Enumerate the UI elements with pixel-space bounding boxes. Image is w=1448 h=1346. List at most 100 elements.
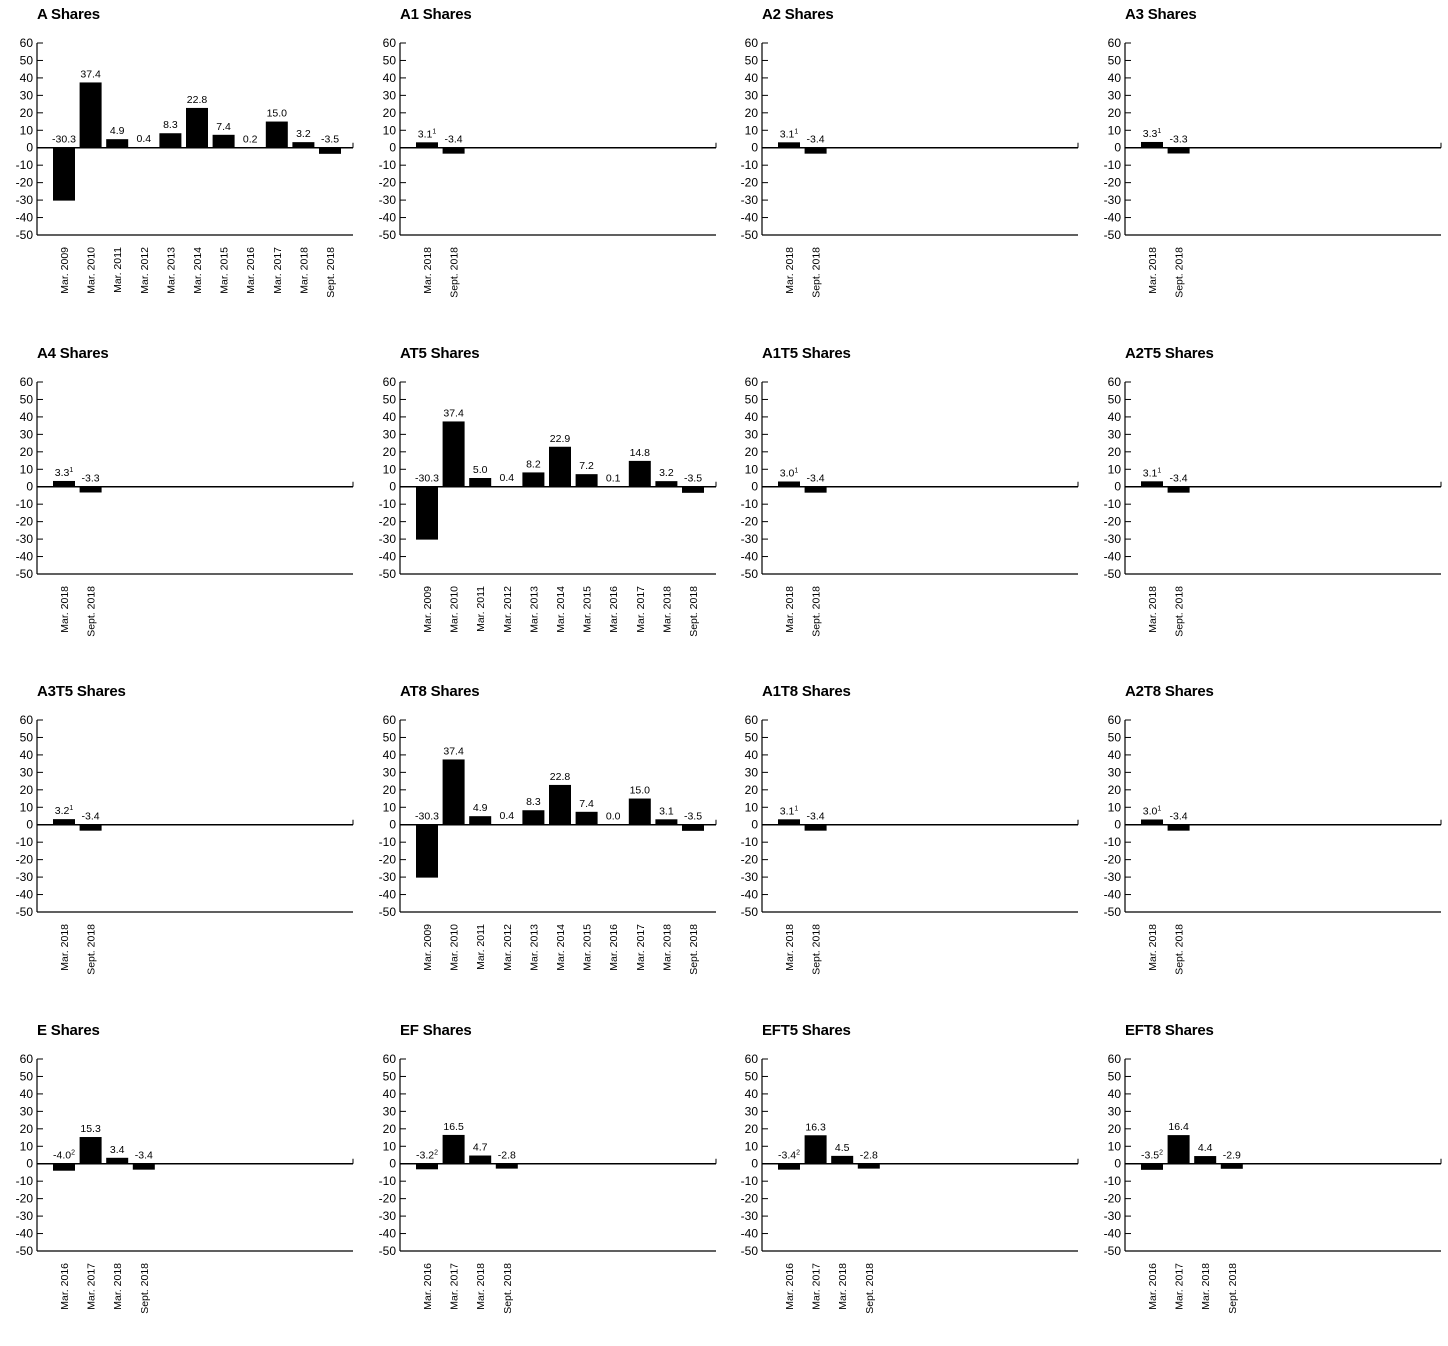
y-tick-label: 10	[383, 462, 397, 476]
bar	[1141, 481, 1163, 486]
y-tick-label: -40	[379, 888, 397, 902]
y-tick-label: -20	[741, 176, 759, 190]
data-label: 4.5	[835, 1142, 850, 1154]
data-label: -2.8	[498, 1150, 516, 1162]
bar	[53, 819, 75, 825]
bar	[682, 825, 704, 831]
data-label-value: 5.0	[473, 464, 488, 476]
data-label: 3.11	[780, 805, 799, 817]
y-tick-label: -20	[379, 515, 397, 529]
data-label: 16.4	[1168, 1121, 1189, 1133]
category-label: Mar. 2017	[86, 1263, 98, 1310]
y-tick-label: -30	[379, 193, 397, 207]
y-tick-label: 10	[383, 1139, 397, 1153]
data-label-value: -3.5	[1141, 1150, 1159, 1162]
data-label: -3.5	[321, 134, 339, 146]
y-tick-label: 60	[383, 713, 397, 727]
category-label: Sept. 2018	[811, 924, 823, 975]
data-label-value: 3.1	[780, 805, 795, 817]
y-tick-label: 40	[383, 1087, 397, 1101]
bar	[443, 759, 465, 824]
data-label-value: 0.1	[606, 473, 621, 485]
data-label-value: 0.4	[499, 810, 514, 822]
category-label: Sept. 2018	[811, 247, 823, 298]
data-label-value: 3.0	[780, 467, 795, 479]
y-tick-label: -30	[741, 870, 759, 884]
data-label-value: -2.9	[1223, 1150, 1241, 1162]
y-tick-label: 40	[745, 748, 759, 762]
category-label: Mar. 2018	[661, 924, 673, 971]
y-tick-label: 50	[1108, 1069, 1122, 1083]
bar	[1141, 1164, 1163, 1170]
y-tick-label: 40	[1108, 1087, 1122, 1101]
y-tick-label: -40	[741, 550, 759, 564]
y-tick-label: 10	[20, 800, 34, 814]
y-tick-label: -10	[1104, 497, 1122, 511]
data-label: -3.4	[807, 134, 825, 146]
y-tick-label: -10	[379, 1174, 397, 1188]
data-label-value: 14.8	[630, 447, 651, 459]
data-label-value: -3.5	[684, 473, 702, 485]
footnote-marker: 2	[71, 1150, 75, 1157]
data-label: 0.4	[499, 810, 514, 822]
y-tick-label: 60	[383, 1052, 397, 1066]
data-label: 16.3	[805, 1121, 826, 1133]
y-tick-label: 60	[745, 375, 759, 389]
bar	[805, 1135, 827, 1163]
bar	[831, 1156, 853, 1164]
footnote-marker: 1	[1157, 128, 1161, 135]
category-label: Mar. 2018	[1147, 247, 1159, 294]
bar	[1141, 819, 1163, 824]
category-label: Mar. 2010	[449, 586, 461, 633]
y-tick-label: 20	[745, 783, 759, 797]
y-tick-label: 50	[383, 53, 397, 67]
data-label: 3.4	[110, 1144, 125, 1156]
footnote-marker: 2	[1159, 1150, 1163, 1157]
y-tick-label: -20	[1104, 515, 1122, 529]
data-label: -3.4	[807, 811, 825, 823]
category-label: Sept. 2018	[86, 924, 98, 975]
data-label-value: 8.2	[526, 458, 541, 470]
y-tick-label: -40	[379, 211, 397, 225]
y-tick-label: 30	[745, 1104, 759, 1118]
category-label: Mar. 2016	[422, 1263, 434, 1310]
data-label: 3.2	[296, 128, 311, 140]
category-label: Mar. 2018	[422, 247, 434, 294]
y-tick-label: -30	[379, 1209, 397, 1223]
footnote-marker: 1	[69, 805, 73, 812]
bar	[496, 1164, 518, 1169]
y-tick-label: -20	[1104, 1192, 1122, 1206]
bar	[80, 82, 102, 147]
y-tick-label: -50	[16, 228, 34, 242]
y-tick-label: -50	[379, 567, 397, 581]
data-label: 7.4	[579, 798, 594, 810]
category-label: Mar. 2014	[555, 586, 567, 633]
y-tick-label: -30	[1104, 1209, 1122, 1223]
category-label: Sept. 2018	[688, 924, 700, 975]
category-label: Mar. 2013	[528, 924, 540, 971]
y-tick-label: -40	[16, 888, 34, 902]
data-label-value: -2.8	[498, 1150, 516, 1162]
y-tick-label: -10	[379, 835, 397, 849]
y-tick-label: 0	[1114, 818, 1121, 832]
y-tick-label: 60	[20, 36, 34, 50]
y-tick-label: 50	[383, 1069, 397, 1083]
y-tick-label: 30	[745, 765, 759, 779]
y-tick-label: 10	[745, 800, 759, 814]
y-tick-label: 10	[1108, 462, 1122, 476]
bar	[292, 142, 314, 148]
bar	[186, 108, 208, 148]
y-tick-label: -30	[1104, 532, 1122, 546]
y-tick-label: -10	[16, 1174, 34, 1188]
y-tick-label: -10	[741, 835, 759, 849]
bar	[522, 810, 544, 824]
y-tick-label: -50	[1104, 567, 1122, 581]
category-label: Mar. 2009	[422, 586, 434, 633]
data-label-value: 37.4	[80, 68, 101, 80]
category-label: Mar. 2011	[475, 586, 487, 632]
